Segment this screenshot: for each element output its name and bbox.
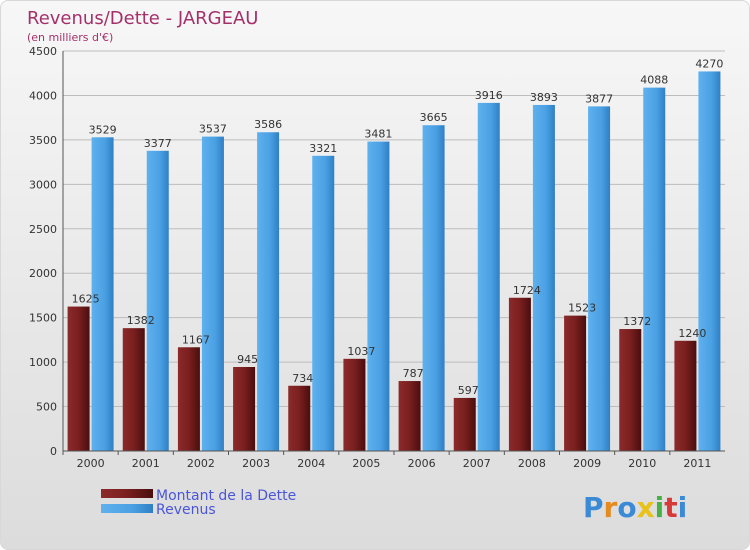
chart-subtitle: (en milliers d'€) xyxy=(27,31,113,44)
bar-dette xyxy=(122,328,145,451)
bar-dette xyxy=(67,306,90,451)
x-tick-label: 2008 xyxy=(518,457,546,470)
bar-dette xyxy=(619,329,642,451)
bar-dette xyxy=(288,385,311,451)
x-tick-label: 2009 xyxy=(573,457,601,470)
data-label-dette: 1625 xyxy=(72,293,100,306)
bar-revenus xyxy=(201,136,224,451)
data-label-revenus: 3916 xyxy=(475,89,503,102)
data-label-dette: 1523 xyxy=(568,302,596,315)
bar-revenus xyxy=(643,87,666,451)
data-label-dette: 1372 xyxy=(623,315,651,328)
axis-layer: 0 500 1000 1500 2000 2500 3000 3500 4000 4500 2000… xyxy=(29,45,725,470)
bar-dette xyxy=(564,315,587,451)
data-label-revenus: 3877 xyxy=(585,92,613,105)
bars-layer xyxy=(67,71,721,452)
legend-label-revenus: Revenus xyxy=(156,502,216,518)
x-tick-label: 2007 xyxy=(463,457,491,470)
y-tick-label: 500 xyxy=(36,401,57,414)
data-label-revenus: 4088 xyxy=(640,74,668,87)
x-tick-label: 2011 xyxy=(683,457,711,470)
data-label-dette: 1167 xyxy=(182,333,210,346)
data-label-dette: 734 xyxy=(292,372,313,385)
legend-label-dette: Montant de la Dette xyxy=(156,488,296,504)
bar-revenus xyxy=(422,125,445,451)
data-label-revenus: 3321 xyxy=(309,142,337,155)
bar-revenus xyxy=(588,106,611,451)
legend-swatch-dette xyxy=(101,489,153,498)
y-tick-label: 1500 xyxy=(29,312,57,325)
bar-dette xyxy=(508,297,531,451)
bar-dette xyxy=(398,381,421,451)
y-tick-label: 2000 xyxy=(29,267,57,280)
bar-dette xyxy=(177,347,200,451)
bar-revenus xyxy=(367,141,390,452)
logo-text: Proxiti xyxy=(583,491,687,524)
data-label-dette: 1724 xyxy=(513,284,541,297)
x-tick-label: 2000 xyxy=(77,457,105,470)
y-tick-label: 2500 xyxy=(29,223,57,236)
bar-revenus xyxy=(477,102,500,452)
bar-dette xyxy=(233,367,256,451)
data-label-revenus: 3481 xyxy=(364,128,392,141)
bar-revenus xyxy=(312,155,335,452)
x-tick-label: 2002 xyxy=(187,457,215,470)
data-label-revenus: 3586 xyxy=(254,118,282,131)
data-label-dette: 945 xyxy=(237,353,258,366)
data-label-dette: 1382 xyxy=(127,314,155,327)
labels-layer: 1625 3529 1382 3377 1167 3537 945 3586 734 3321 10… xyxy=(72,57,724,396)
x-tick-label: 2001 xyxy=(132,457,160,470)
bar-revenus xyxy=(698,71,721,451)
y-tick-label: 3500 xyxy=(29,134,57,147)
bar-revenus xyxy=(146,150,169,452)
data-label-revenus: 3893 xyxy=(530,91,558,104)
proxiti-logo: Proxiti xyxy=(583,491,687,524)
data-label-revenus: 3377 xyxy=(144,137,172,150)
data-label-dette: 1037 xyxy=(347,345,375,358)
data-label-dette: 787 xyxy=(403,367,424,380)
bar-revenus xyxy=(257,132,280,451)
data-label-dette: 597 xyxy=(458,384,479,397)
y-tick-label: 1000 xyxy=(29,356,57,369)
bar-revenus xyxy=(532,104,555,451)
grid-layer xyxy=(63,50,725,452)
data-label-revenus: 3529 xyxy=(89,123,117,136)
data-label-revenus: 3537 xyxy=(199,123,227,136)
bar-dette xyxy=(453,397,476,451)
chart-title: Revenus/Dette - JARGEAU xyxy=(27,8,258,29)
y-tick-label: 0 xyxy=(50,445,57,458)
x-tick-label: 2003 xyxy=(242,457,270,470)
x-tick-label: 2004 xyxy=(297,457,325,470)
data-label-revenus: 4270 xyxy=(695,57,723,70)
data-label-dette: 1240 xyxy=(678,327,706,340)
y-tick-label: 4500 xyxy=(29,45,57,58)
x-tick-label: 2010 xyxy=(628,457,656,470)
bar-revenus xyxy=(91,137,114,452)
x-tick-label: 2005 xyxy=(352,457,380,470)
x-tick-label: 2006 xyxy=(408,457,436,470)
y-tick-label: 3000 xyxy=(29,178,57,191)
y-tick-label: 4000 xyxy=(29,89,57,102)
legend-swatch-revenus xyxy=(101,504,153,513)
bar-dette xyxy=(343,358,366,451)
bar-dette xyxy=(674,340,697,451)
legend: Montant de la Dette Revenus xyxy=(101,488,296,518)
data-label-revenus: 3665 xyxy=(420,111,448,124)
